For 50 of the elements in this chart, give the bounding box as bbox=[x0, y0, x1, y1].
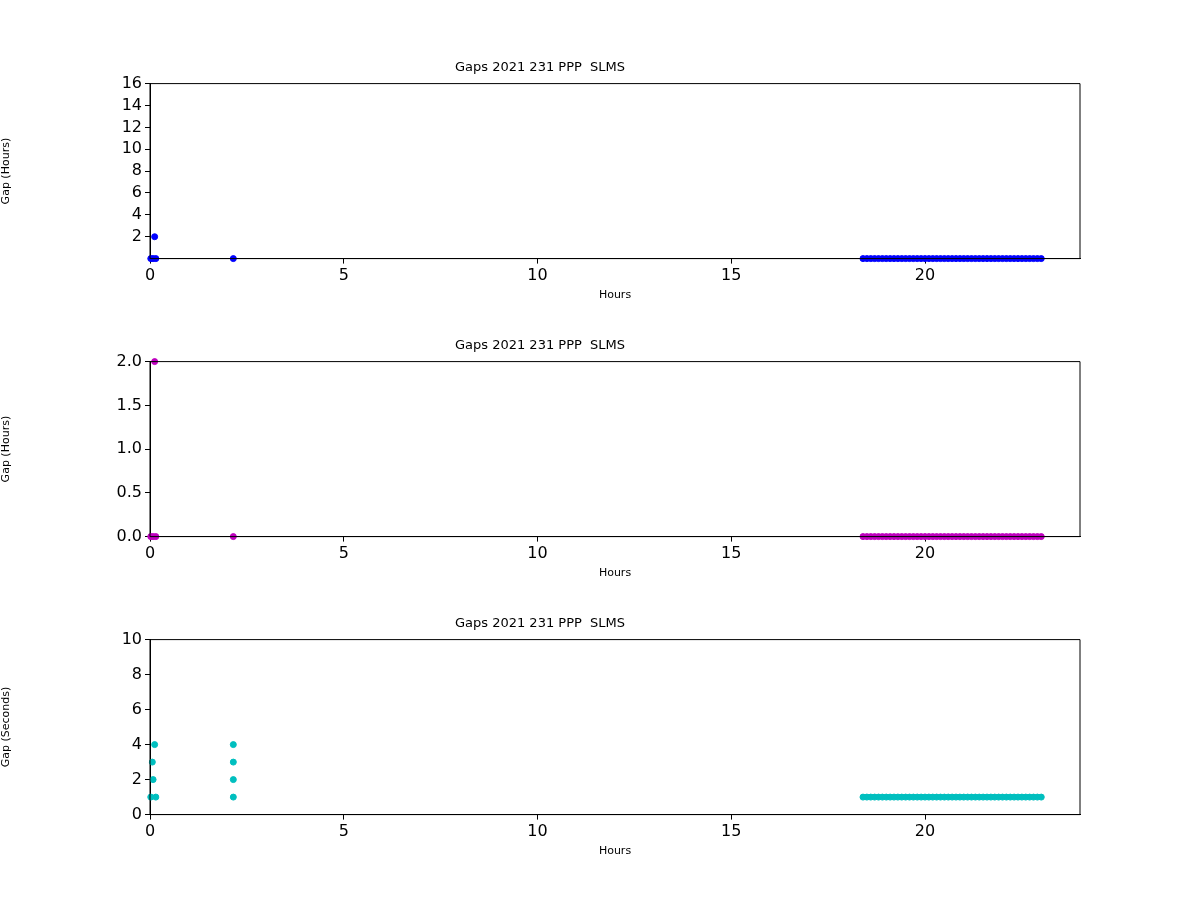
point bbox=[229, 758, 237, 766]
y-tick-label: 6 bbox=[131, 698, 142, 718]
y-tick-label: 10 bbox=[121, 138, 142, 158]
y-tick-label: 8 bbox=[131, 160, 142, 180]
point bbox=[229, 776, 237, 784]
x-tick-label: 0 bbox=[144, 543, 156, 563]
point bbox=[229, 793, 237, 801]
x-tick-label: 20 bbox=[914, 821, 936, 841]
y-tick-label: 0.5 bbox=[116, 482, 142, 502]
x-axis-title: Hours bbox=[598, 288, 632, 302]
x-tick-label: 15 bbox=[721, 265, 742, 285]
x-tick-label: 0 bbox=[144, 821, 156, 841]
y-tick-label: 1.5 bbox=[116, 394, 142, 414]
x-tick-label: 10 bbox=[527, 265, 548, 285]
y-tick-label: 2.0 bbox=[116, 350, 142, 370]
y-tick-label: 1.0 bbox=[116, 438, 142, 458]
y-tick-label: 4 bbox=[131, 733, 142, 753]
x-tick-label: 5 bbox=[338, 265, 349, 285]
y-tick-label: 6 bbox=[131, 182, 142, 202]
x-axis-title: Hours bbox=[598, 566, 632, 580]
x-tick-label: 15 bbox=[721, 543, 742, 563]
y-axis-title: Gap (Seconds) bbox=[0, 686, 13, 768]
x-tick-label: 5 bbox=[338, 543, 349, 563]
chart-title: Gaps 2021 231 PPP SLMS bbox=[454, 615, 626, 631]
x-tick-label: 5 bbox=[338, 821, 349, 841]
y-tick-label: 8 bbox=[131, 663, 142, 683]
x-tick-label: 10 bbox=[527, 543, 548, 563]
y-tick-label: 4 bbox=[131, 204, 142, 224]
y-tick-label: 14 bbox=[121, 94, 142, 114]
y-axis-title: Gap (Hours) bbox=[0, 415, 13, 483]
y-tick-label: 0 bbox=[131, 803, 142, 823]
y-tick-label: 12 bbox=[121, 116, 142, 136]
y-axis-title: Gap (Hours) bbox=[0, 137, 13, 205]
x-tick-label: 20 bbox=[914, 543, 936, 563]
y-tick-label: 2 bbox=[131, 225, 142, 245]
chart-title: Gaps 2021 231 PPP SLMS bbox=[454, 59, 626, 75]
y-tick-label: 16 bbox=[121, 72, 142, 92]
point bbox=[149, 776, 157, 784]
y-tick-label: 2 bbox=[131, 768, 142, 788]
x-tick-label: 10 bbox=[527, 821, 548, 841]
point bbox=[151, 741, 159, 749]
x-axis-title: Hours bbox=[598, 844, 632, 858]
chart-title: Gaps 2021 231 PPP SLMS bbox=[454, 337, 626, 353]
point bbox=[229, 741, 237, 749]
point bbox=[152, 793, 160, 801]
y-tick-label: 0.0 bbox=[116, 525, 142, 545]
y-tick-label: 10 bbox=[121, 628, 142, 648]
x-tick-label: 15 bbox=[721, 821, 742, 841]
x-tick-label: 0 bbox=[144, 265, 156, 285]
x-tick-label: 20 bbox=[914, 265, 936, 285]
